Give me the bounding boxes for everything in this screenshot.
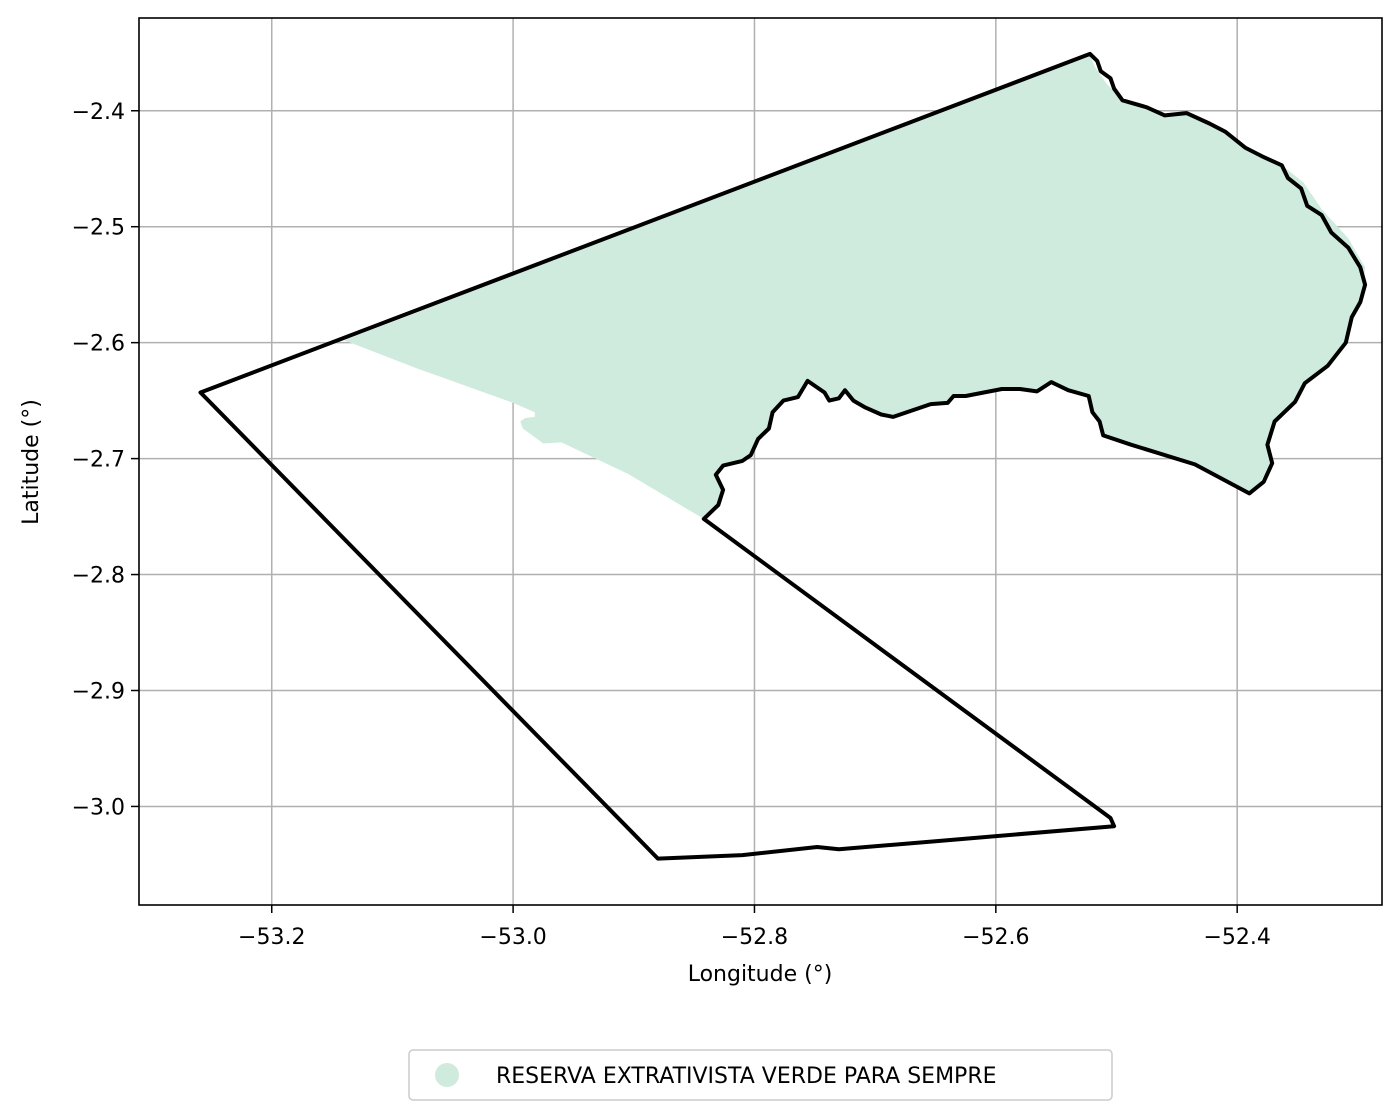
legend: RESERVA EXTRATIVISTA VERDE PARA SEMPRE bbox=[408, 1049, 1113, 1101]
x-tick-label: −52.6 bbox=[962, 925, 1029, 950]
x-tick-label: −53.2 bbox=[238, 925, 305, 950]
x-axis-ticks: −53.2 −53.0 −52.8 −52.6 −52.4 bbox=[238, 905, 1271, 950]
y-tick-label: −2.8 bbox=[72, 564, 125, 589]
map-layers bbox=[198, 51, 1368, 861]
reserve-area bbox=[344, 55, 1366, 519]
x-tick-label: −53.0 bbox=[479, 925, 546, 950]
y-tick-label: −2.6 bbox=[72, 332, 125, 357]
y-tick-label: −2.5 bbox=[72, 216, 125, 241]
y-tick-label: −2.9 bbox=[72, 679, 125, 704]
legend-marker-reserve bbox=[435, 1063, 459, 1087]
y-axis-label: Latitude (°) bbox=[19, 399, 44, 525]
legend-frame bbox=[408, 1049, 1113, 1101]
y-axis-ticks: −2.4 −2.5 −2.6 −2.7 −2.8 −2.9 −3.0 bbox=[72, 100, 139, 820]
y-tick-label: −3.0 bbox=[72, 795, 125, 820]
x-axis-label: Longitude (°) bbox=[688, 962, 833, 987]
x-tick-label: −52.4 bbox=[1203, 925, 1270, 950]
boundary-outline bbox=[198, 51, 1368, 861]
y-tick-label: −2.4 bbox=[72, 100, 125, 125]
legend-label-reserve: RESERVA EXTRATIVISTA VERDE PARA SEMPRE bbox=[496, 1064, 997, 1089]
y-tick-label: −2.7 bbox=[72, 448, 125, 473]
plot-frame bbox=[138, 17, 1383, 906]
x-tick-label: −52.8 bbox=[721, 925, 788, 950]
